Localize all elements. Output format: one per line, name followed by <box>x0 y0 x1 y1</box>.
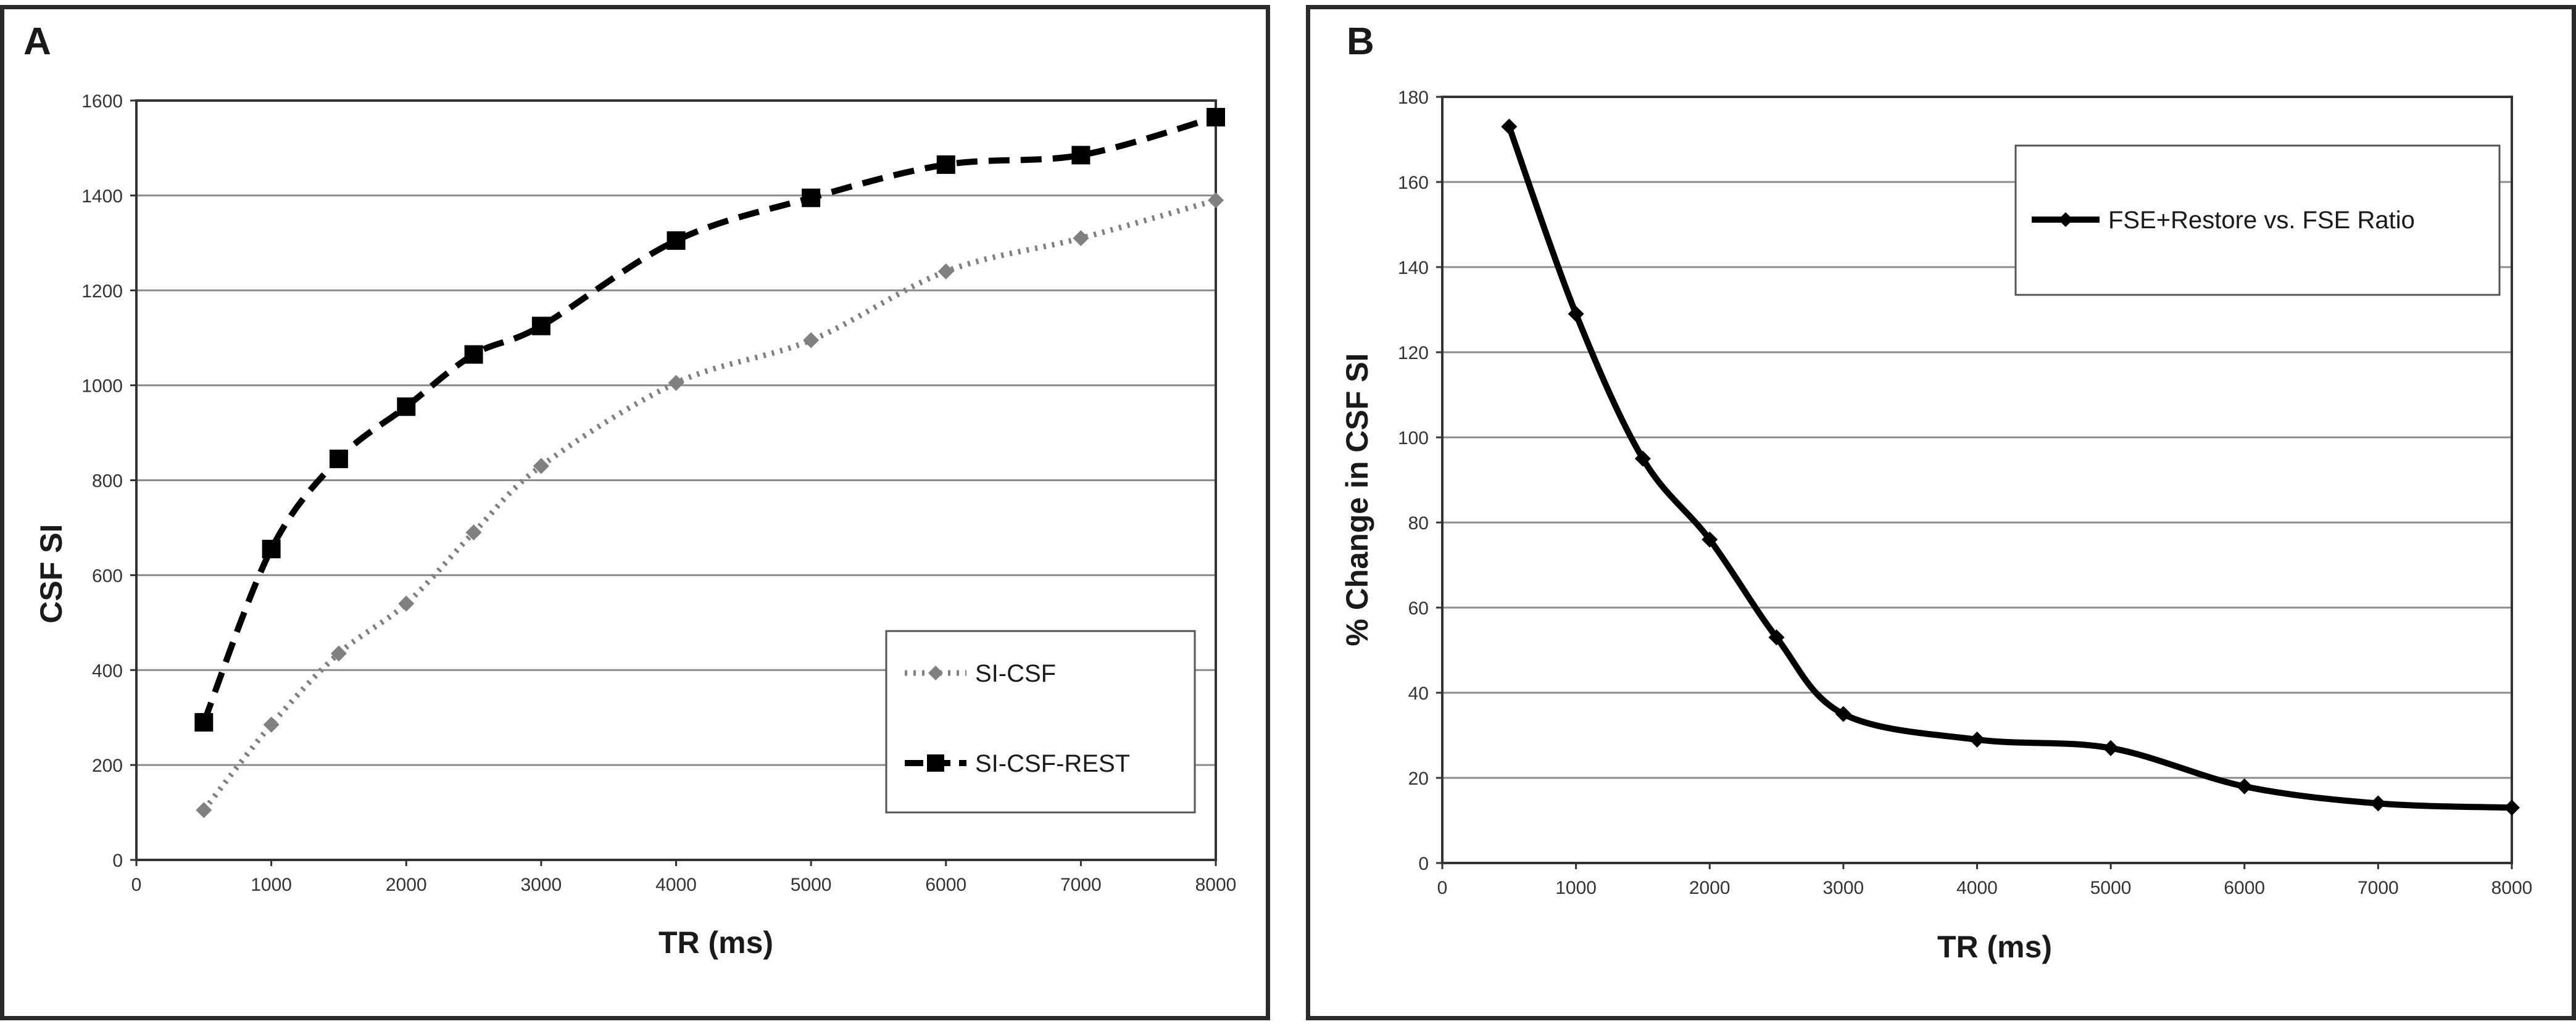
legend-box <box>885 630 1196 814</box>
data-point-0 <box>2236 778 2253 795</box>
chart-b-svg: B % Change in CSF SI TR (ms) 0 20 40 60 80 10… <box>1340 20 2532 964</box>
panel-b-label: B <box>1347 20 1374 63</box>
y-tick-label: 140 <box>1398 258 1429 278</box>
x-tick-label: 2000 <box>1689 878 1730 898</box>
x-tick-label: 5000 <box>2090 878 2132 898</box>
data-point-0 <box>1501 118 1518 135</box>
y-tick-label: 20 <box>1408 769 1429 789</box>
data-point-0 <box>1835 706 1851 722</box>
panel-a-label: A <box>23 20 51 63</box>
data-point-0 <box>1969 731 1985 748</box>
x-tick-label: 1000 <box>1555 878 1597 898</box>
data-point-0 <box>803 332 820 349</box>
data-point-1 <box>1071 146 1091 165</box>
x-tick-label: 8000 <box>1195 875 1237 895</box>
x-tick-label: 7000 <box>2358 878 2399 898</box>
y-tick-label: 120 <box>1398 343 1429 363</box>
data-point-0 <box>2370 795 2387 812</box>
x-tick-label: 8000 <box>2491 878 2533 898</box>
x-tick-label: 6000 <box>2224 878 2265 898</box>
data-point-0 <box>1634 450 1651 467</box>
data-point-0 <box>196 802 212 819</box>
data-point-1 <box>397 397 416 416</box>
data-point-1 <box>464 345 483 364</box>
data-point-0 <box>533 458 549 474</box>
x-tick-label: 3000 <box>1823 878 1864 898</box>
data-point-0 <box>2103 740 2119 756</box>
data-point-0 <box>398 595 415 612</box>
data-point-1 <box>329 449 348 468</box>
data-point-0 <box>1073 230 1089 247</box>
chart-a-svg: A CSF SI TR (ms) 0 200 400 600 800 1000 1200 14… <box>23 20 1236 960</box>
panel-b-frame <box>1306 5 2576 1020</box>
x-tick-label: 1000 <box>251 875 292 895</box>
x-tick-label: 0 <box>131 875 142 895</box>
y-tick-label: 160 <box>1398 173 1429 193</box>
y-tick-label: 100 <box>1398 428 1429 448</box>
data-point-0 <box>668 374 684 391</box>
legend-label: SI-CSF-REST <box>975 750 1130 777</box>
data-point-1 <box>262 540 281 559</box>
y-tick-label: 1200 <box>81 281 123 302</box>
y-tick-label: 200 <box>92 756 123 776</box>
chart-a-ylabel: CSF SI <box>34 524 69 623</box>
chart-panel-a: A CSF SI TR (ms) 0 200 400 600 800 1000 1200 14… <box>0 0 1270 1024</box>
data-point-0 <box>1768 629 1785 646</box>
chart-b-ylabel: % Change in CSF SI <box>1340 353 1374 646</box>
y-tick-label: 600 <box>92 566 123 586</box>
legend-label: SI-CSF <box>975 660 1056 687</box>
panel-a-frame <box>0 5 1270 1020</box>
y-tick-label: 1000 <box>81 376 123 397</box>
chart-panel-b: B % Change in CSF SI TR (ms) 0 20 40 60 80 10… <box>1306 0 2576 1024</box>
y-tick-label: 60 <box>1408 598 1429 619</box>
data-point-1 <box>531 316 551 336</box>
data-point-0 <box>263 716 280 733</box>
data-point-0 <box>2504 799 2520 816</box>
data-point-0 <box>1701 531 1718 548</box>
chart-b-plot: 0 20 40 60 80 100 120 140 160 180 0 1000 2000 3000 400… <box>1398 88 2532 898</box>
y-tick-label: 40 <box>1408 683 1429 704</box>
series-line-1 <box>201 114 1217 724</box>
x-tick-label: 3000 <box>521 875 562 895</box>
y-tick-label: 800 <box>92 471 123 492</box>
data-point-1 <box>1207 107 1225 126</box>
y-tick-label: 400 <box>92 661 123 681</box>
data-point-0 <box>937 263 954 279</box>
x-tick-label: 6000 <box>925 875 966 895</box>
y-tick-label: 80 <box>1408 513 1429 534</box>
x-tick-label: 0 <box>1437 878 1448 898</box>
data-point-1 <box>936 155 955 174</box>
y-tick-label: 1600 <box>81 91 123 112</box>
data-point-1 <box>802 188 821 207</box>
legend-marker <box>2058 212 2073 227</box>
y-tick-label: 0 <box>112 851 123 871</box>
x-tick-label: 5000 <box>791 875 832 895</box>
data-point-0 <box>330 645 347 662</box>
x-tick-label: 2000 <box>386 875 427 895</box>
y-tick-label: 0 <box>1418 854 1429 874</box>
legend-marker <box>927 754 944 772</box>
legend-marker <box>928 666 943 680</box>
y-tick-label: 180 <box>1398 88 1429 108</box>
data-point-1 <box>667 231 686 250</box>
series-line-0 <box>201 197 1217 812</box>
data-point-0 <box>1568 305 1584 322</box>
x-tick-label: 7000 <box>1060 875 1102 895</box>
y-tick-label: 1400 <box>81 186 123 207</box>
data-point-0 <box>465 524 482 541</box>
chart-a-plot: 0 200 400 600 800 1000 1200 1400 1600 0 1000 2000 30… <box>81 91 1236 895</box>
x-tick-label: 4000 <box>655 875 697 895</box>
chart-a-xlabel: TR (ms) <box>659 925 773 960</box>
chart-b-xlabel: TR (ms) <box>1937 930 2052 964</box>
data-point-0 <box>1208 192 1224 209</box>
data-point-1 <box>194 712 214 732</box>
x-tick-label: 4000 <box>1956 878 1998 898</box>
legend-label: FSE+Restore vs. FSE Ratio <box>2108 207 2415 234</box>
